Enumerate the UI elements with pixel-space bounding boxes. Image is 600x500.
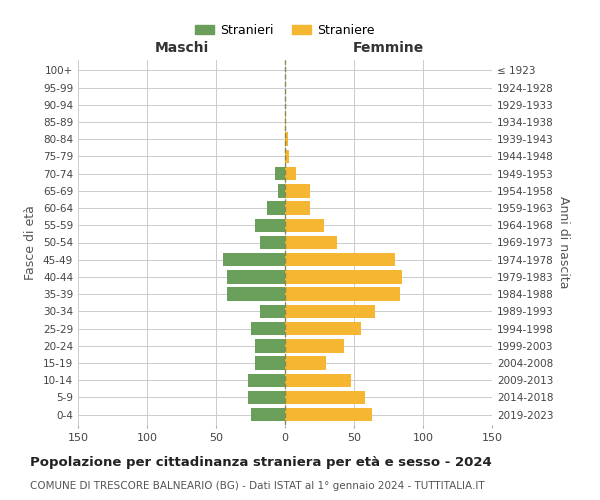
Bar: [285, 236, 337, 249]
Bar: [285, 339, 344, 352]
Bar: [285, 150, 289, 163]
Bar: [285, 270, 403, 283]
Text: Femmine: Femmine: [353, 41, 424, 55]
Bar: [267, 202, 285, 215]
Bar: [285, 288, 400, 301]
Bar: [285, 202, 310, 215]
Bar: [285, 218, 323, 232]
Text: Maschi: Maschi: [154, 41, 209, 55]
Bar: [285, 184, 310, 198]
Bar: [275, 167, 285, 180]
Bar: [285, 390, 365, 404]
Text: Popolazione per cittadinanza straniera per età e sesso - 2024: Popolazione per cittadinanza straniera p…: [30, 456, 492, 469]
Bar: [227, 270, 285, 283]
Bar: [254, 218, 285, 232]
Bar: [285, 167, 296, 180]
Bar: [285, 304, 374, 318]
Bar: [285, 322, 361, 336]
Text: COMUNE DI TRESCORE BALNEARIO (BG) - Dati ISTAT al 1° gennaio 2024 - TUTTITALIA.I: COMUNE DI TRESCORE BALNEARIO (BG) - Dati…: [30, 481, 485, 491]
Bar: [285, 356, 326, 370]
Bar: [254, 356, 285, 370]
Legend: Stranieri, Straniere: Stranieri, Straniere: [190, 19, 380, 42]
Bar: [223, 253, 285, 266]
Bar: [248, 390, 285, 404]
Y-axis label: Anni di nascita: Anni di nascita: [557, 196, 570, 289]
Bar: [285, 132, 288, 146]
Bar: [285, 408, 372, 422]
Bar: [278, 184, 285, 198]
Bar: [227, 288, 285, 301]
Bar: [285, 374, 351, 387]
Bar: [251, 322, 285, 336]
Bar: [248, 374, 285, 387]
Bar: [251, 408, 285, 422]
Bar: [260, 236, 285, 249]
Bar: [285, 116, 286, 128]
Bar: [285, 253, 395, 266]
Bar: [260, 304, 285, 318]
Y-axis label: Fasce di età: Fasce di età: [25, 205, 37, 280]
Bar: [254, 339, 285, 352]
